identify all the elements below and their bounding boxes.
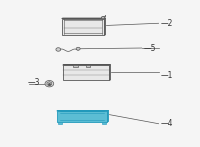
Polygon shape [58,122,62,124]
Circle shape [45,81,54,87]
Polygon shape [104,18,105,35]
Polygon shape [73,65,78,67]
Circle shape [76,47,80,50]
Polygon shape [57,111,107,122]
Polygon shape [62,19,104,35]
Polygon shape [86,65,90,67]
Polygon shape [107,111,109,122]
Text: —5: —5 [144,44,156,52]
Polygon shape [47,82,52,86]
Text: —2: —2 [161,19,173,28]
Polygon shape [62,18,105,19]
Polygon shape [63,65,109,80]
Text: —3: —3 [28,78,40,87]
Circle shape [101,16,105,19]
Polygon shape [102,122,106,124]
Circle shape [56,48,61,51]
Text: —4: —4 [161,119,173,128]
Text: —1: —1 [161,71,173,80]
Polygon shape [109,65,110,80]
